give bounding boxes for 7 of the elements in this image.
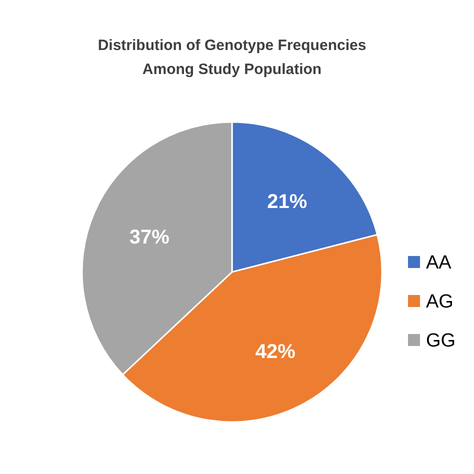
legend-label: GG <box>426 330 456 352</box>
legend-label: AG <box>426 292 454 313</box>
legend-label: AA <box>426 252 452 274</box>
chart-title: Distribution of Genotype Frequencies Among Study Population <box>98 37 366 78</box>
data-label: 21% <box>267 190 308 213</box>
data-label: 42% <box>255 340 296 363</box>
data-label: 37% <box>129 226 170 248</box>
